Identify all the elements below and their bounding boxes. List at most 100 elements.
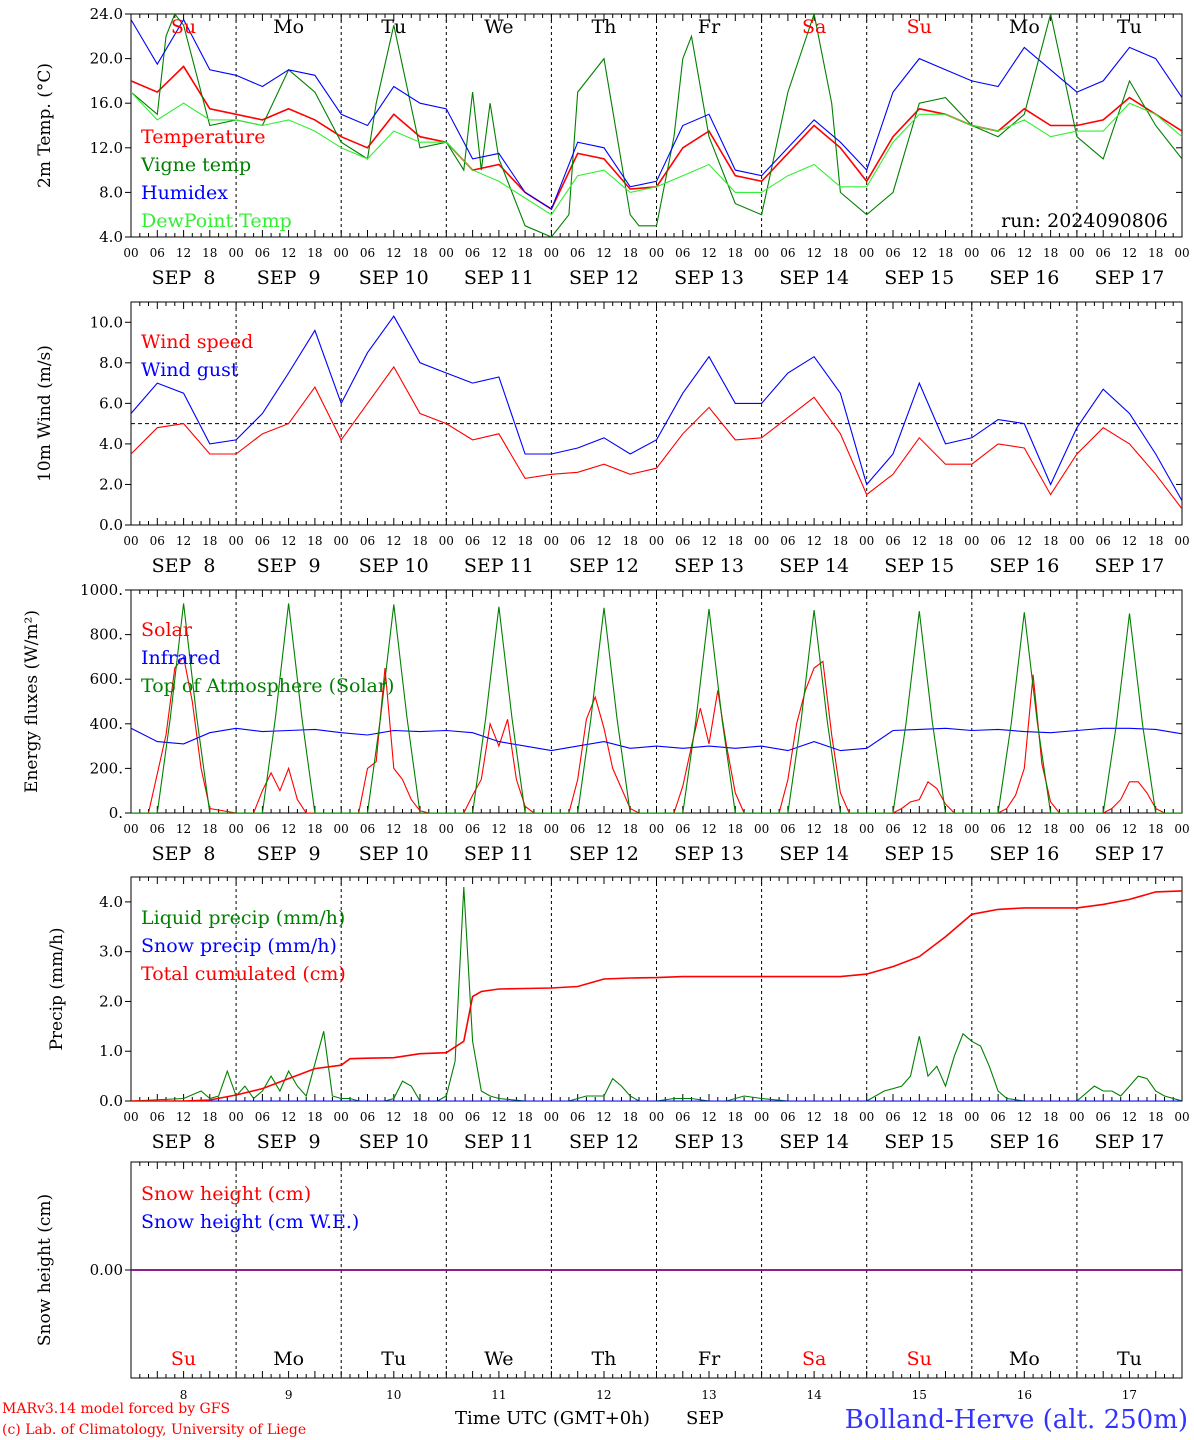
hour-label: 00 xyxy=(1069,534,1084,548)
credit-line: MARv3.14 model forced by GFS xyxy=(2,1401,230,1417)
hour-label: 06 xyxy=(360,246,375,260)
legend-entry: Snow height (cm W.E.) xyxy=(141,1211,359,1233)
ytick-label: 4.0 xyxy=(99,893,123,911)
hour-label: 00 xyxy=(859,822,874,836)
hour-label: 18 xyxy=(1148,246,1163,260)
legend-entry: Wind gust xyxy=(141,359,239,381)
day-name: Fr xyxy=(698,1348,721,1370)
hour-label: 06 xyxy=(465,1110,480,1124)
day-number: 9 xyxy=(285,1388,293,1402)
ytick-label: 8.0 xyxy=(99,354,123,372)
hour-label: 00 xyxy=(228,1110,243,1124)
day-name: Fr xyxy=(698,16,721,38)
hour-label: 00 xyxy=(228,246,243,260)
hour-label: 00 xyxy=(544,1110,559,1124)
date-label: SEP 9 xyxy=(257,555,321,577)
hour-label: 06 xyxy=(990,1110,1005,1124)
hour-label: 00 xyxy=(754,246,769,260)
panel-precip: 0.0 1.0 2.0 3.0 4.0 Precip (mm/h) Liquid preci… xyxy=(47,876,1190,1153)
hour-label: 00 xyxy=(1174,1110,1189,1124)
date-label: SEP 11 xyxy=(464,555,534,577)
legend-entry: Snow height (cm) xyxy=(141,1183,311,1205)
legend-entry: Top of Atmosphere (Solar) xyxy=(141,675,394,697)
hour-label: 18 xyxy=(833,534,848,548)
hour-label: 12 xyxy=(281,822,296,836)
panel-wind: 0.0 2.0 4.0 6.0 8.0 10.0 10m Wind (m/s) Wind sp… xyxy=(35,301,1190,577)
hour-label: 12 xyxy=(1122,246,1137,260)
date-label: SEP 10 xyxy=(359,843,429,865)
date-label: SEP 11 xyxy=(464,267,534,289)
y-axis-label: Energy fluxes (W/m²) xyxy=(22,610,42,793)
x-ticks xyxy=(130,590,1183,813)
hour-label: 18 xyxy=(412,246,427,260)
hour-label: 12 xyxy=(281,1110,296,1124)
date-label: SEP 15 xyxy=(884,267,954,289)
hour-label: 18 xyxy=(307,534,322,548)
day-name: Th xyxy=(591,1348,616,1370)
date-label: SEP 14 xyxy=(779,843,849,865)
day-separators xyxy=(235,14,1078,237)
day-name: Tu xyxy=(1117,1348,1142,1370)
hour-label: 06 xyxy=(150,1110,165,1124)
date-label: SEP 12 xyxy=(569,267,639,289)
ytick-label: 16.0 xyxy=(90,94,123,112)
hour-label: 00 xyxy=(649,1110,664,1124)
hour-label: 18 xyxy=(412,822,427,836)
legend-entry: Solar xyxy=(141,619,193,641)
hour-label: 12 xyxy=(386,534,401,548)
legend-entry: Wind speed xyxy=(141,331,253,353)
day-name: Su xyxy=(907,16,932,38)
day-separators xyxy=(235,877,1078,1101)
hour-label: 06 xyxy=(675,534,690,548)
legend-entry: Temperature xyxy=(141,126,265,148)
day-number: 11 xyxy=(491,1388,506,1402)
series-group xyxy=(131,315,1182,510)
hour-label: 06 xyxy=(885,1110,900,1124)
hour-label: 06 xyxy=(465,246,480,260)
hour-label: 12 xyxy=(596,1110,611,1124)
hour-label: 00 xyxy=(964,534,979,548)
hour-label: 00 xyxy=(1174,534,1189,548)
day-number: 8 xyxy=(180,1388,188,1402)
date-label: SEP 15 xyxy=(884,1131,954,1153)
date-label: SEP 10 xyxy=(359,555,429,577)
hour-label: 12 xyxy=(281,534,296,548)
hour-label: 12 xyxy=(701,534,716,548)
hour-label: 18 xyxy=(1043,246,1058,260)
hour-label: 18 xyxy=(412,534,427,548)
hour-label: 18 xyxy=(938,534,953,548)
hour-label: 12 xyxy=(1122,534,1137,548)
hour-label: 06 xyxy=(675,822,690,836)
hour-label: 06 xyxy=(675,1110,690,1124)
date-label: SEP 13 xyxy=(674,843,744,865)
hour-label: 06 xyxy=(675,246,690,260)
series-line-infrared xyxy=(131,727,1182,752)
day-name: Sa xyxy=(802,1348,826,1370)
legend-entry: Vigne temp xyxy=(140,154,251,176)
hour-label: 00 xyxy=(1174,822,1189,836)
y-axis-label: Snow height (cm) xyxy=(35,1194,55,1346)
date-label: SEP 12 xyxy=(569,1131,639,1153)
hour-label: 06 xyxy=(465,534,480,548)
hour-label: 00 xyxy=(1069,1110,1084,1124)
legend-entry: Humidex xyxy=(141,182,228,204)
hour-label: 12 xyxy=(176,534,191,548)
date-label: SEP 11 xyxy=(464,843,534,865)
date-label: SEP 14 xyxy=(779,267,849,289)
hour-label: 18 xyxy=(833,246,848,260)
hour-label: 00 xyxy=(439,246,454,260)
ytick-label: 0.0 xyxy=(99,1092,123,1110)
hour-label: 00 xyxy=(123,1110,138,1124)
hour-label: 18 xyxy=(202,1110,217,1124)
hour-label: 12 xyxy=(807,534,822,548)
ytick-label: 8.0 xyxy=(99,183,123,201)
date-label: SEP 15 xyxy=(884,843,954,865)
series-group xyxy=(131,886,1182,1101)
hour-label: 18 xyxy=(938,1110,953,1124)
hour-label: 00 xyxy=(439,822,454,836)
hour-label: 00 xyxy=(439,1110,454,1124)
day-name: Th xyxy=(591,16,616,38)
date-label: SEP 16 xyxy=(989,267,1059,289)
hour-label: 12 xyxy=(386,822,401,836)
ytick-label: 20.0 xyxy=(90,50,123,68)
